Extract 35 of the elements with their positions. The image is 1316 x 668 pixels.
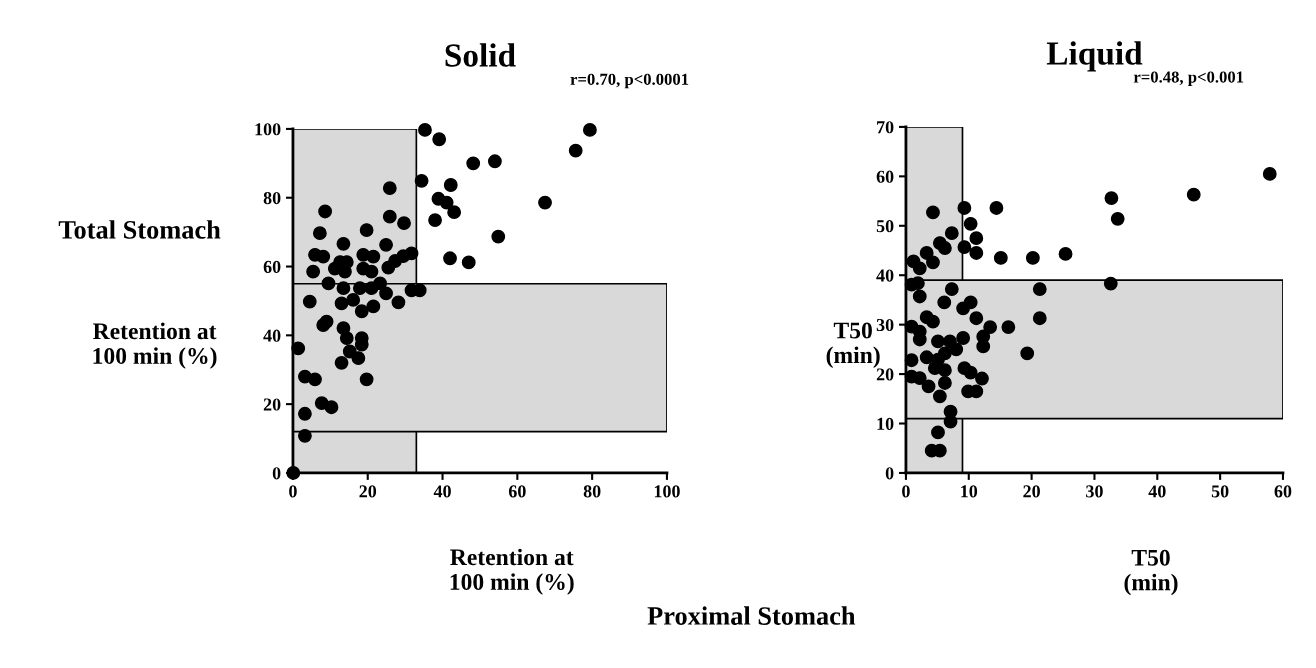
y-tick-label: 0 — [885, 467, 894, 480]
y-tick-label: 40 — [263, 329, 281, 342]
y-tick-label: 40 — [876, 269, 894, 282]
x-tick-label: 0 — [289, 485, 297, 498]
text: Total Stomach — [58, 220, 221, 239]
x-tick-label: 60 — [1274, 485, 1292, 498]
y-tick-label: 80 — [263, 191, 281, 205]
x-tick-label: 20 — [1023, 485, 1040, 498]
text: r=0.70, p<0.0001 — [570, 73, 689, 89]
y-tick-label: 10 — [877, 417, 894, 430]
y-tick-label: 60 — [263, 260, 281, 273]
y-tick-label: 20 — [263, 398, 281, 411]
x-tick-label: 20 — [359, 485, 377, 498]
x-tick-label: 30 — [1086, 485, 1103, 498]
x-tick-label: 50 — [1211, 485, 1229, 498]
y-tick-label: 20 — [876, 368, 894, 381]
x-tick-label: 60 — [508, 485, 526, 498]
x-axis-title: T50 (min) — [1124, 549, 1178, 596]
x-axis-title: Retention at 100 min (%) — [450, 548, 574, 595]
x-tick-label: 0 — [902, 485, 910, 498]
x-tick-label: 10 — [961, 485, 978, 498]
y-tick-label: 70 — [877, 121, 894, 134]
text: Proximal Stomach — [647, 606, 856, 625]
y-tick-label: 100 — [255, 123, 281, 136]
y-tick-label: 50 — [876, 220, 894, 233]
x-tick-label: 100 — [654, 485, 680, 498]
chart-title: Solid — [445, 43, 516, 67]
text: r=0.48, p<0.001 — [1133, 71, 1244, 87]
x-tick-label: 40 — [433, 485, 451, 498]
y-tick-label: 60 — [876, 170, 894, 183]
y-axis-title: Retention at 100 min (%) — [92, 322, 217, 369]
chart-title: Liquid — [1046, 41, 1143, 72]
x-tick-label: 80 — [583, 485, 601, 498]
x-tick-label: 40 — [1148, 485, 1166, 498]
y-tick-label: 0 — [272, 467, 281, 480]
